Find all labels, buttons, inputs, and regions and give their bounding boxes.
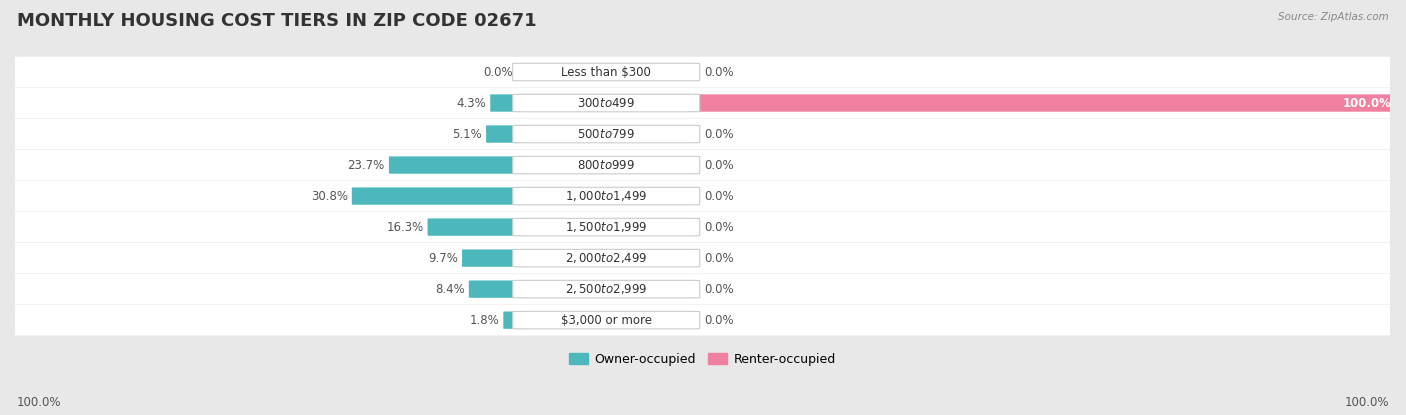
Text: $500 to $799: $500 to $799: [578, 127, 636, 141]
Text: $3,000 or more: $3,000 or more: [561, 314, 652, 327]
FancyBboxPatch shape: [513, 63, 700, 81]
FancyBboxPatch shape: [11, 119, 1393, 149]
Text: 0.0%: 0.0%: [704, 190, 734, 203]
FancyBboxPatch shape: [352, 188, 526, 205]
Text: 0.0%: 0.0%: [704, 66, 734, 78]
Text: $1,000 to $1,499: $1,000 to $1,499: [565, 189, 648, 203]
Text: $800 to $999: $800 to $999: [578, 159, 636, 171]
FancyBboxPatch shape: [513, 156, 700, 174]
Text: 16.3%: 16.3%: [387, 221, 423, 234]
FancyBboxPatch shape: [468, 281, 526, 298]
FancyBboxPatch shape: [11, 181, 1393, 211]
Text: 0.0%: 0.0%: [704, 314, 734, 327]
FancyBboxPatch shape: [686, 94, 1406, 112]
Text: 8.4%: 8.4%: [434, 283, 465, 295]
Text: 5.1%: 5.1%: [453, 127, 482, 141]
Legend: Owner-occupied, Renter-occupied: Owner-occupied, Renter-occupied: [569, 353, 835, 366]
Text: 9.7%: 9.7%: [427, 251, 458, 265]
Text: 23.7%: 23.7%: [347, 159, 385, 171]
FancyBboxPatch shape: [491, 94, 526, 112]
Text: $1,500 to $1,999: $1,500 to $1,999: [565, 220, 648, 234]
Text: $2,000 to $2,499: $2,000 to $2,499: [565, 251, 648, 265]
Text: 100.0%: 100.0%: [17, 396, 62, 409]
FancyBboxPatch shape: [11, 150, 1393, 181]
Text: 0.0%: 0.0%: [704, 251, 734, 265]
FancyBboxPatch shape: [11, 305, 1393, 335]
FancyBboxPatch shape: [513, 249, 700, 267]
FancyBboxPatch shape: [11, 243, 1393, 273]
Text: 30.8%: 30.8%: [311, 190, 347, 203]
Text: MONTHLY HOUSING COST TIERS IN ZIP CODE 02671: MONTHLY HOUSING COST TIERS IN ZIP CODE 0…: [17, 12, 537, 30]
Text: Less than $300: Less than $300: [561, 66, 651, 78]
FancyBboxPatch shape: [11, 57, 1393, 87]
Text: 0.0%: 0.0%: [484, 66, 513, 78]
Text: $2,500 to $2,999: $2,500 to $2,999: [565, 282, 648, 296]
Text: 1.8%: 1.8%: [470, 314, 499, 327]
FancyBboxPatch shape: [486, 125, 526, 143]
Text: 100.0%: 100.0%: [1343, 97, 1392, 110]
FancyBboxPatch shape: [463, 249, 526, 267]
Text: 0.0%: 0.0%: [704, 283, 734, 295]
FancyBboxPatch shape: [427, 218, 526, 236]
Text: 0.0%: 0.0%: [704, 221, 734, 234]
FancyBboxPatch shape: [389, 156, 526, 174]
Text: 4.3%: 4.3%: [457, 97, 486, 110]
Text: Source: ZipAtlas.com: Source: ZipAtlas.com: [1278, 12, 1389, 22]
Text: 0.0%: 0.0%: [704, 127, 734, 141]
FancyBboxPatch shape: [11, 274, 1393, 305]
FancyBboxPatch shape: [513, 218, 700, 236]
FancyBboxPatch shape: [513, 311, 700, 329]
Text: $300 to $499: $300 to $499: [578, 97, 636, 110]
FancyBboxPatch shape: [513, 125, 700, 143]
FancyBboxPatch shape: [513, 94, 700, 112]
Text: 0.0%: 0.0%: [704, 159, 734, 171]
FancyBboxPatch shape: [11, 88, 1393, 118]
Text: 100.0%: 100.0%: [1344, 396, 1389, 409]
FancyBboxPatch shape: [503, 312, 526, 329]
FancyBboxPatch shape: [513, 281, 700, 298]
FancyBboxPatch shape: [513, 187, 700, 205]
FancyBboxPatch shape: [11, 212, 1393, 242]
